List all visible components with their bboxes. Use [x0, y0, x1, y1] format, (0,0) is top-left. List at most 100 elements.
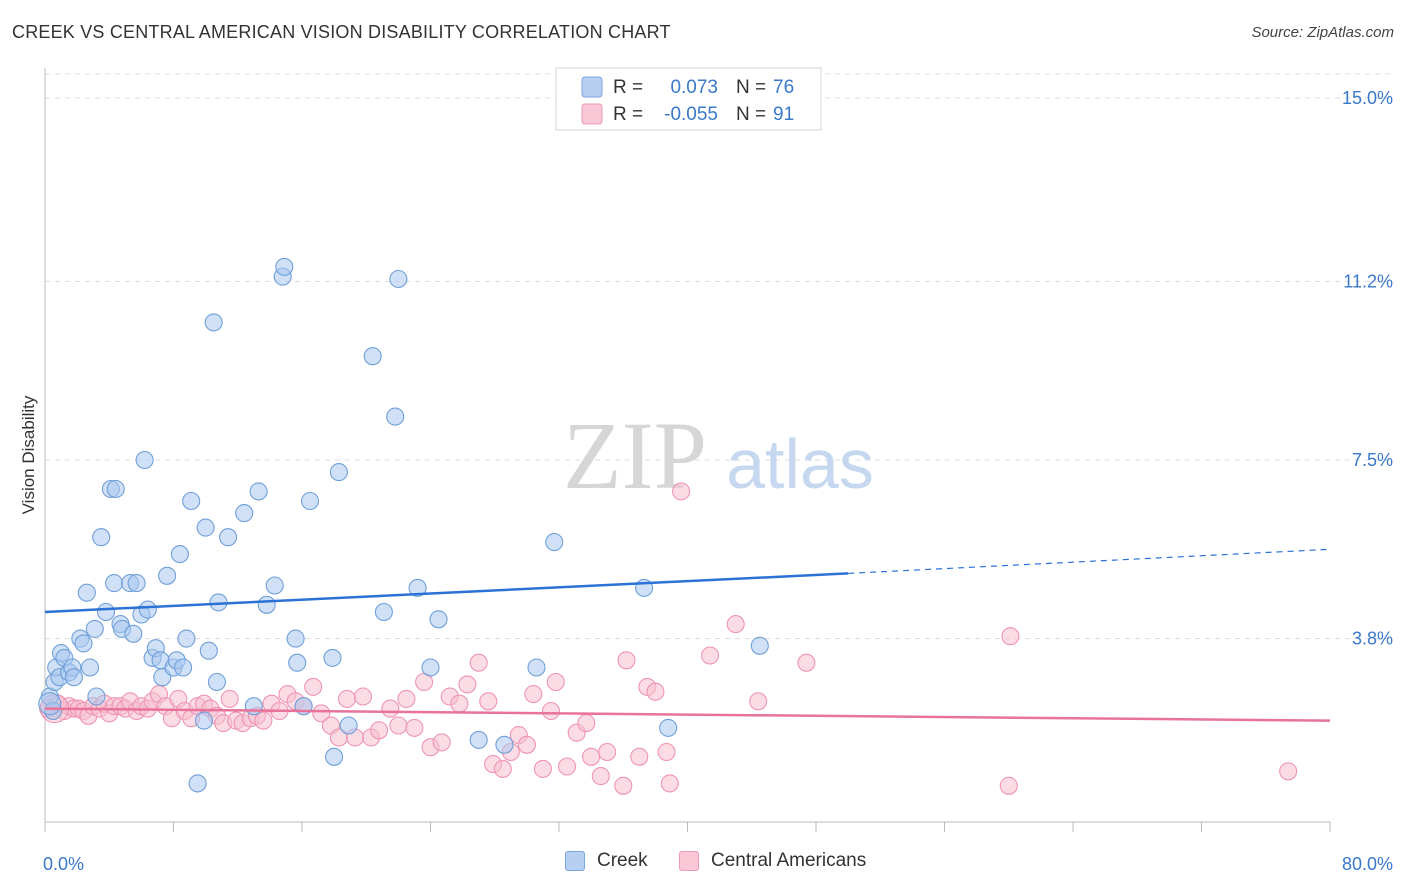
central-americans-point-51 [370, 721, 389, 740]
central-americans-point-71 [541, 701, 561, 721]
creek-point-1 [43, 701, 63, 721]
central-americans-point-53 [389, 716, 408, 735]
legend-n-value-central-americans: 91 [773, 104, 794, 125]
central-americans-point-80 [617, 651, 636, 670]
legend-bottom-swatch-creek [565, 851, 585, 871]
legend-n-value-creek: 76 [773, 77, 794, 98]
creek-point-58 [300, 491, 320, 511]
central-americans-point-85 [660, 774, 679, 793]
creek-point-55 [286, 629, 305, 648]
creek-point-48 [235, 504, 254, 523]
central-americans-point-32 [220, 689, 239, 708]
central-americans-trend-line [44, 707, 1331, 722]
creek-point-56 [288, 653, 307, 672]
central-americans-point-61 [458, 675, 477, 694]
creek-point-47 [219, 528, 238, 547]
x-tick-labels: 0.0% 80.0% [43, 854, 1393, 874]
central-americans-point-70 [533, 759, 552, 778]
creek-point-73 [545, 533, 564, 552]
creek-point-17 [96, 602, 116, 622]
creek-point-13 [80, 658, 100, 677]
y-axis-label: Vision Disability [19, 395, 38, 514]
creek-point-51 [257, 595, 276, 614]
y-tick-labels: 3.8% 7.5% 11.2% 15.0% [1342, 88, 1393, 649]
creek-point-72 [527, 658, 546, 677]
watermark: ZIP atlas [563, 402, 874, 509]
creek-point-37 [174, 658, 193, 677]
legend-r-label-central-americans: R = [613, 104, 643, 125]
creek-point-39 [182, 491, 201, 511]
series-central-americans [39, 482, 1298, 795]
creek-point-75 [659, 718, 678, 737]
creek-point-38 [177, 629, 196, 648]
creek-point-9 [64, 668, 83, 687]
x-tick-label-1: 80.0% [1342, 854, 1393, 874]
central-americans-point-78 [598, 742, 617, 762]
central-americans-point-83 [646, 682, 665, 701]
creek-trend-extension [848, 548, 1331, 575]
watermark-atlas: atlas [726, 425, 874, 503]
series-creek [38, 257, 769, 793]
chart-title: CREEK VS CENTRAL AMERICAN VISION DISABIL… [12, 22, 671, 42]
legend-item-creek: Creek [565, 850, 648, 872]
creek-trend-line [44, 572, 849, 614]
y-tick-label-1: 7.5% [1352, 450, 1393, 470]
central-americans-point-89 [749, 692, 768, 711]
creek-point-49 [244, 697, 263, 716]
creek-point-25 [127, 574, 146, 593]
creek-point-63 [363, 347, 382, 366]
creek-point-15 [87, 687, 106, 706]
creek-point-43 [199, 641, 218, 660]
creek-point-36 [170, 545, 189, 564]
central-americans-point-92 [1001, 627, 1020, 646]
source-label: Source: ZipAtlas.com [1251, 24, 1394, 41]
creek-point-45 [207, 672, 226, 692]
y-tick-label-2: 11.2% [1343, 271, 1393, 291]
creek-point-11 [74, 634, 93, 653]
creek-point-42 [196, 518, 215, 537]
creek-point-40 [188, 774, 207, 793]
central-americans-point-84 [657, 742, 676, 762]
central-americans-point-49 [353, 687, 373, 706]
creek-point-70 [469, 730, 488, 749]
central-americans-point-75 [577, 714, 596, 733]
central-americans-point-54 [397, 689, 416, 708]
creek-point-52 [265, 576, 284, 595]
legend-bottom-label-creek: Creek [597, 850, 648, 871]
creek-point-59 [323, 648, 342, 667]
creek-point-67 [408, 578, 427, 597]
legend-r-label-creek: R = [613, 77, 643, 98]
central-americans-point-68 [517, 735, 536, 754]
creek-point-14 [85, 619, 104, 638]
legend-r-value-central-americans: -0.055 [664, 104, 718, 125]
creek-point-24 [124, 624, 143, 643]
legend-bottom-swatch-central-americans [679, 851, 699, 871]
creek-point-69 [429, 610, 448, 629]
central-americans-point-44 [312, 704, 331, 723]
creek-cluster-point [38, 692, 62, 716]
central-americans-point-55 [405, 718, 424, 737]
creek-point-12 [77, 583, 96, 602]
creek-point-68 [421, 658, 440, 677]
creek-point-65 [386, 407, 405, 426]
central-americans-point-79 [614, 776, 633, 795]
central-americans-point-60 [450, 694, 469, 713]
y-tick-label-0: 3.8% [1352, 629, 1393, 649]
central-americans-point-86 [672, 482, 691, 501]
creek-point-54 [275, 257, 294, 276]
central-americans-point-72 [546, 672, 565, 692]
x-tick-label-0: 0.0% [43, 854, 84, 874]
legend-bottom: Creek Central Americans [0, 850, 1406, 880]
legend-top: R = 0.073 N = 76 R = -0.055 N = 91 [555, 67, 822, 131]
creek-point-61 [329, 463, 348, 482]
central-americans-point-88 [726, 615, 745, 634]
central-americans-point-93 [1279, 762, 1298, 781]
creek-point-16 [92, 528, 111, 547]
legend-n-label-creek: N = [736, 77, 766, 98]
central-americans-point-69 [524, 685, 543, 704]
legend-swatch-central-americans [581, 103, 603, 125]
central-americans-point-90 [797, 653, 816, 672]
central-americans-point-63 [479, 692, 498, 711]
central-americans-point-73 [557, 757, 577, 776]
